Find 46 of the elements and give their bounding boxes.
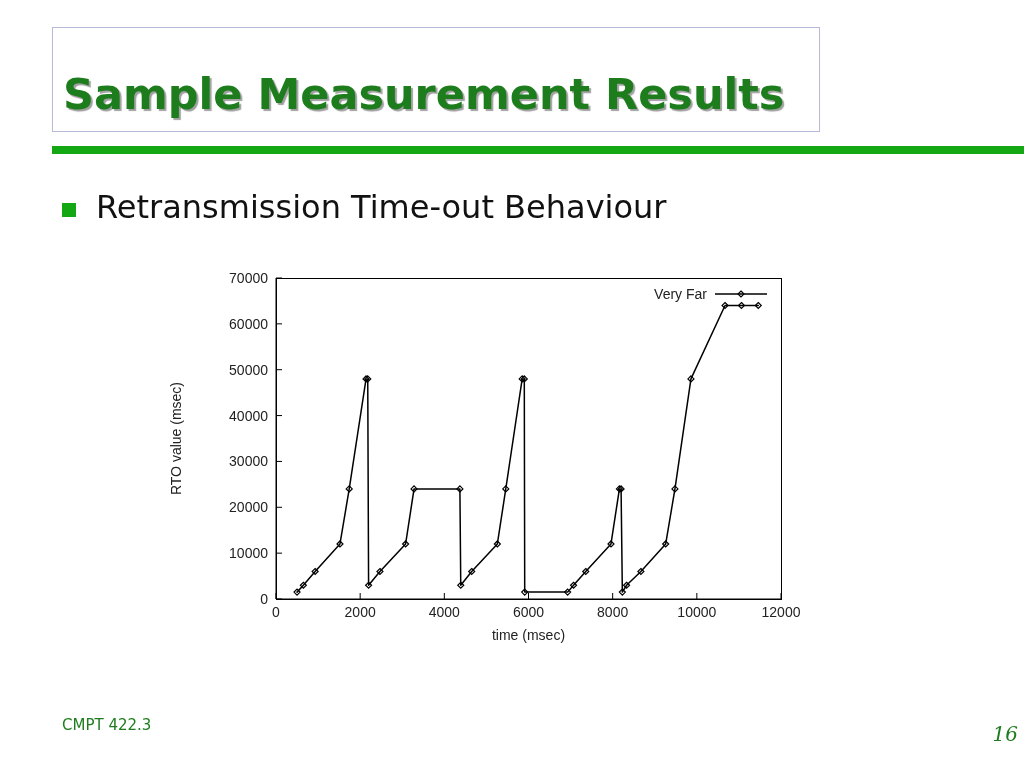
y-tick-label: 20000 (229, 499, 269, 516)
x-tick-label: 4000 (428, 603, 461, 620)
x-tick-label: 12000 (761, 603, 801, 620)
x-tick-label: 2000 (344, 603, 376, 620)
point (457, 581, 465, 589)
point (376, 567, 384, 576)
point (345, 485, 353, 493)
point (582, 567, 590, 576)
point (671, 485, 679, 493)
point (687, 375, 695, 383)
point (311, 567, 319, 576)
chart-subtitle: Retransmission Time-out Behaviour (96, 188, 667, 226)
x-axis-title: time (msec) (491, 627, 566, 643)
point (721, 301, 729, 310)
point (521, 588, 529, 596)
point (293, 588, 301, 596)
x-tick-label: 10000 (677, 603, 717, 620)
point (622, 581, 631, 589)
text: 16 (992, 722, 1018, 746)
y-tick-label: 60000 (229, 315, 269, 332)
x-tick-label: 8000 (597, 603, 629, 620)
y-axis-title: RTO value (msec) (167, 381, 184, 496)
point (754, 301, 762, 310)
point (618, 588, 626, 596)
point (564, 588, 572, 596)
y-tick-label: 30000 (229, 453, 269, 470)
chart-title: Sample Measurement Results (63, 69, 785, 119)
point (493, 540, 501, 548)
point (402, 540, 410, 548)
x-tick-label: 0 (272, 603, 281, 620)
y-tick-label: 50000 (229, 361, 269, 378)
point (502, 485, 510, 493)
text: CMPT 422.3 (62, 716, 152, 734)
legend-label: Very Far (654, 286, 707, 302)
point (456, 485, 464, 493)
point (662, 540, 670, 548)
y-tick-label: 40000 (229, 407, 269, 424)
x-tick-label: 6000 (512, 603, 545, 620)
point (569, 581, 578, 589)
y-tick-label: 0 (260, 590, 269, 607)
point (637, 567, 645, 576)
point (299, 581, 307, 589)
y-tick-label: 70000 (229, 269, 269, 286)
y-tick-label: 10000 (229, 545, 269, 562)
point (468, 567, 476, 576)
point (364, 581, 373, 589)
